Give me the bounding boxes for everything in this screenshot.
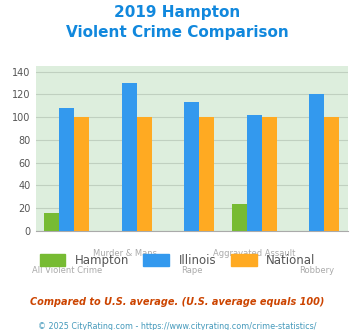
Text: © 2025 CityRating.com - https://www.cityrating.com/crime-statistics/: © 2025 CityRating.com - https://www.city… — [38, 322, 317, 330]
Bar — [137, 117, 152, 231]
Text: Aggravated Assault: Aggravated Assault — [213, 249, 295, 258]
Text: Rape: Rape — [181, 266, 202, 275]
Text: Compared to U.S. average. (U.S. average equals 100): Compared to U.S. average. (U.S. average … — [30, 297, 325, 307]
Bar — [309, 94, 324, 231]
Text: 2019 Hampton: 2019 Hampton — [114, 5, 241, 20]
Bar — [247, 115, 262, 231]
Bar — [59, 108, 74, 231]
Legend: Hampton, Illinois, National: Hampton, Illinois, National — [34, 248, 321, 273]
Bar — [199, 117, 214, 231]
Bar — [232, 204, 247, 231]
Text: Murder & Mans...: Murder & Mans... — [93, 249, 165, 258]
Text: Robbery: Robbery — [299, 266, 334, 275]
Bar — [44, 213, 59, 231]
Bar — [184, 102, 199, 231]
Bar — [122, 83, 137, 231]
Text: Violent Crime Comparison: Violent Crime Comparison — [66, 25, 289, 40]
Bar — [262, 117, 277, 231]
Bar — [74, 117, 89, 231]
Text: All Violent Crime: All Violent Crime — [32, 266, 102, 275]
Bar — [324, 117, 339, 231]
